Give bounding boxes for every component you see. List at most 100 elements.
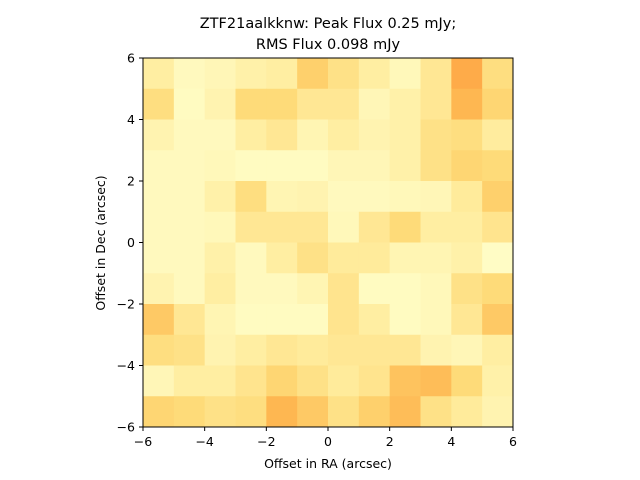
heatmap-cell [389,181,421,213]
heatmap-cell [358,273,391,305]
heatmap-cell [204,181,236,213]
heatmap-cell [358,58,391,90]
heatmap-cell [451,242,483,274]
heatmap-cell [204,211,236,243]
heatmap-cell [266,88,298,120]
heatmap-cell [235,273,267,305]
heatmap-cell [235,181,267,213]
heatmap-cell [297,304,329,336]
heatmap-cell [482,273,514,305]
heatmap-cell [451,365,483,397]
heatmap-cell [328,304,360,336]
y-tick-label: −2 [117,297,135,312]
heatmap-cell [389,273,421,305]
heatmap-cell [451,396,483,428]
heatmap-cell [173,88,206,120]
heatmap-cell [358,150,391,182]
heatmap-cell [482,211,514,243]
heatmap-cell [420,273,452,305]
heatmap-cell [204,365,236,397]
heatmap-cell [143,334,175,366]
chart-title-line1: ZTF21aalkknw: Peak Flux 0.25 mJy; [200,16,456,32]
heatmap-cell [297,365,329,397]
heatmap-cell [297,242,329,274]
heatmap-cell [482,304,514,336]
heatmap-cell [328,58,360,90]
chart-title-line2: RMS Flux 0.098 mJy [256,37,401,53]
heatmap-cell [173,119,206,151]
heatmap-cell [204,273,236,305]
x-tick-label: 4 [447,434,455,449]
heatmap-cell [297,119,329,151]
heatmap-cell [389,334,421,366]
heatmap-cell [420,88,452,120]
heatmap-cell [451,273,483,305]
heatmap-cells [143,58,514,428]
heatmap-cell [389,58,421,90]
y-axis-ticks: −6 −4 −2 0 2 4 6 [117,51,143,435]
heatmap-cell [420,150,452,182]
heatmap-cell [235,58,267,90]
heatmap-cell [482,58,514,90]
heatmap-cell [143,211,175,243]
heatmap-cell [143,181,175,213]
heatmap-cell [173,242,206,274]
heatmap-cell [420,365,452,397]
heatmap-cell [482,334,514,366]
heatmap-cell [173,273,206,305]
heatmap-cell [358,181,391,213]
heatmap-cell [420,334,452,366]
heatmap-cell [235,88,267,120]
heatmap-cell [328,181,360,213]
heatmap-cell [235,304,267,336]
heatmap-cell [235,334,267,366]
heatmap-cell [235,365,267,397]
heatmap-cell [143,150,175,182]
heatmap-cell [204,150,236,182]
heatmap-cell [328,88,360,120]
heatmap-cell [389,304,421,336]
y-tick-label: −4 [117,358,135,373]
heatmap-cell [328,273,360,305]
heatmap-cell [173,211,206,243]
heatmap-cell [143,365,175,397]
heatmap-cell [451,181,483,213]
heatmap-cell [328,211,360,243]
x-tick-label: −2 [257,434,275,449]
heatmap-cell [451,304,483,336]
heatmap-cell [389,150,421,182]
heatmap-cell [297,150,329,182]
heatmap-cell [266,150,298,182]
y-tick-label: 6 [127,51,135,66]
heatmap-cell [297,396,329,428]
heatmap-cell [328,150,360,182]
x-tick-label: 0 [324,434,332,449]
heatmap-cell [358,88,391,120]
heatmap-cell [266,211,298,243]
heatmap-cell [451,88,483,120]
heatmap-cell [173,58,206,90]
heatmap-cell [451,334,483,366]
heatmap-cell [143,304,175,336]
heatmap-cell [420,396,452,428]
heatmap-cell [143,396,175,428]
heatmap-cell [482,365,514,397]
heatmap-cell [358,365,391,397]
heatmap-cell [482,119,514,151]
heatmap-cell [389,242,421,274]
y-tick-label: 2 [127,174,135,189]
heatmap-cell [358,334,391,366]
heatmap-cell [204,334,236,366]
heatmap-cell [173,150,206,182]
heatmap-cell [482,181,514,213]
heatmap-cell [358,211,391,243]
heatmap-cell [266,304,298,336]
y-tick-label: 0 [127,235,135,250]
heatmap-cell [204,58,236,90]
heatmap-cell [204,88,236,120]
heatmap-cell [143,273,175,305]
heatmap-cell [358,119,391,151]
heatmap-cell [328,119,360,151]
y-tick-label: −6 [117,420,135,435]
